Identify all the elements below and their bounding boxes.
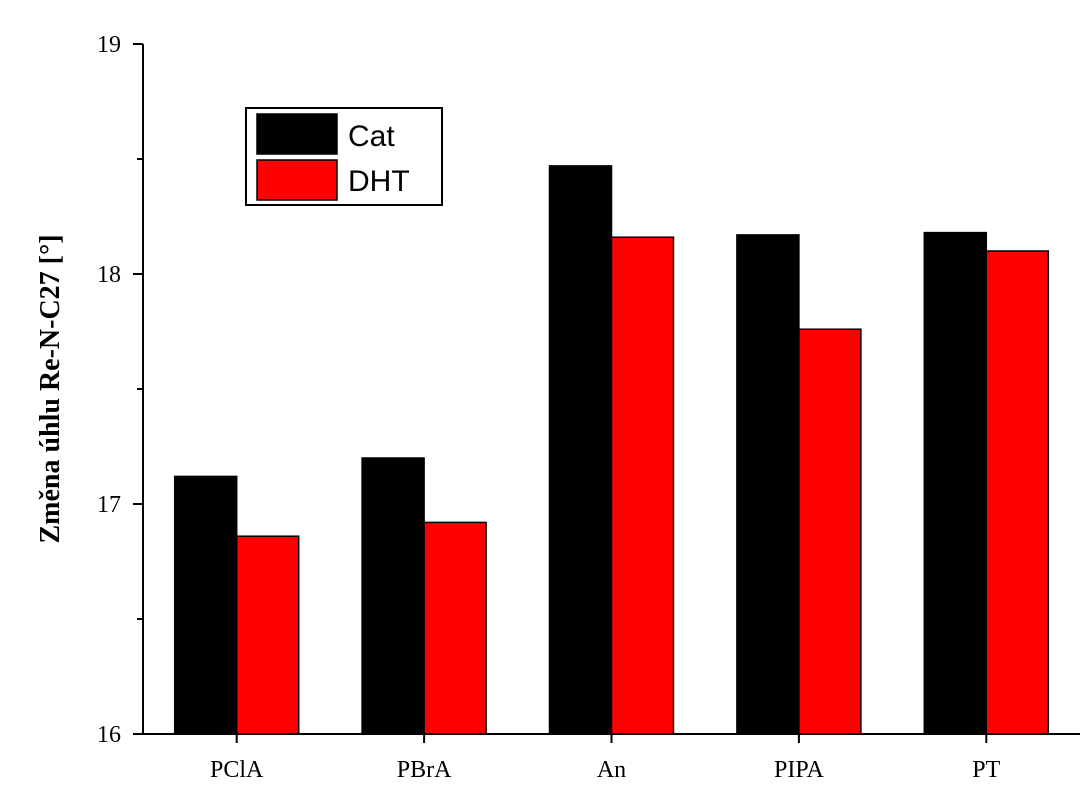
x-tick-label: PT — [972, 757, 1000, 783]
x-ticks-group: PClA PBrA An PIPA PT — [210, 734, 1001, 783]
y-ticks-group: 16 17 18 19 — [97, 32, 143, 748]
y-axis-label: Změna úhlu Re-N-C27 [°] — [35, 234, 66, 543]
x-tick-label: PClA — [210, 757, 264, 783]
bar-cat-pbra — [361, 457, 425, 735]
bar-cat-an — [548, 165, 613, 735]
legend-label-cat: Cat — [348, 120, 395, 153]
bars-group — [173, 165, 1050, 735]
y-tick-label: 18 — [97, 262, 121, 288]
y-tick-label: 19 — [97, 32, 121, 58]
legend-swatch-cat — [256, 113, 338, 155]
legend-label-dht: DHT — [348, 165, 410, 198]
bar-dht-pipa — [798, 328, 862, 735]
legend-swatch-dht — [256, 159, 338, 201]
x-tick-label: PBrA — [397, 757, 452, 783]
bar-dht-pt — [985, 250, 1050, 735]
bar-cat-pipa — [736, 234, 800, 735]
bar-cat-pcla — [173, 475, 238, 735]
x-tick-label: PIPA — [774, 757, 824, 783]
x-tick-label: An — [597, 757, 626, 783]
bar-dht-pcla — [235, 535, 300, 735]
bar-cat-pt — [923, 231, 988, 735]
legend: Cat DHT — [245, 107, 443, 206]
bar-dht-an — [610, 236, 675, 735]
y-tick-label: 17 — [97, 492, 121, 518]
y-tick-label: 16 — [97, 722, 121, 748]
bar-dht-pbra — [423, 521, 487, 735]
